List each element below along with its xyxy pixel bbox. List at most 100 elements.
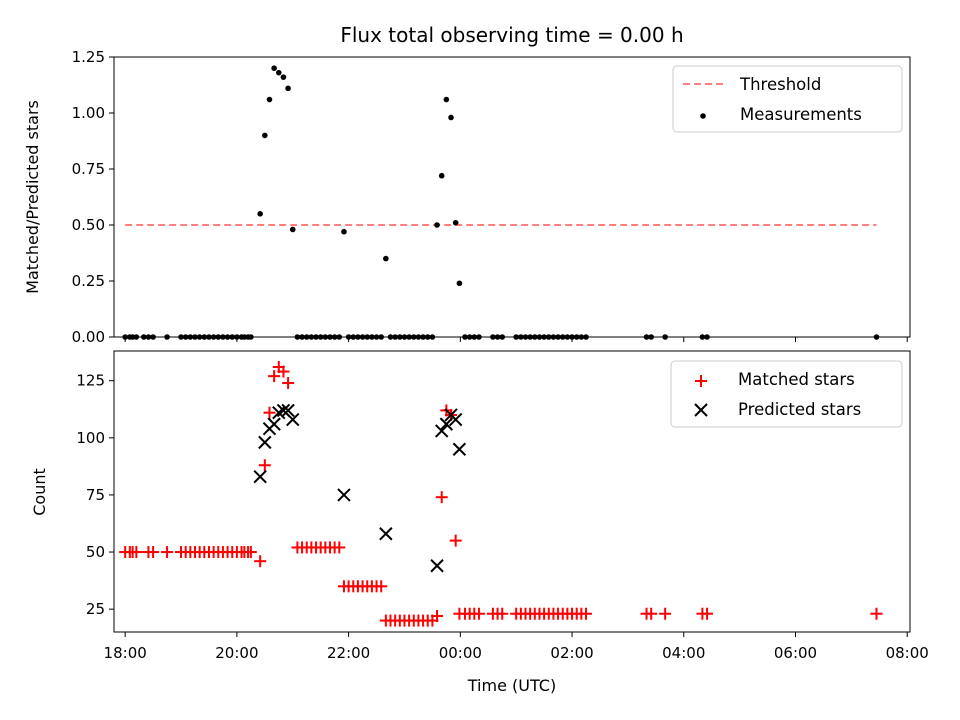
predicted-star-d2 [452,442,467,456]
predicted-star-point [435,424,449,438]
measurement-point [289,226,296,233]
matched-star-point [870,607,883,620]
measurement-point [434,222,440,228]
matched-star-point [130,546,143,559]
predicted-star-point [439,417,454,431]
matched-star-point [282,376,295,389]
legend-measurements-label: Measurements [740,105,862,124]
y-tick-label: 75 [86,486,105,504]
predicted-star-d2 [258,435,272,450]
top-axes-frame [113,56,911,338]
predicted-star-d2 [276,403,291,418]
predicted-star-d2 [337,488,351,502]
legend-measurements-swatch [700,113,706,119]
x-tick-label: 02:00 [550,644,593,662]
predicted-star-d2 [439,417,454,431]
matched-star-point [147,546,160,559]
predicted-star-point [281,403,295,418]
legend-predicted-swatch [694,403,708,417]
measurement-point [285,85,291,92]
bottom-panel: 25 50 75 100 125 18:00 20:00 22:00 00:00 02:00 04… [30,350,929,695]
predicted-star-d2 [430,559,444,573]
x-tick-label: 06:00 [774,644,817,662]
top-y-ticks: 0.00 0.25 0.50 0.75 1.00 1.25 [72,48,114,346]
predicted-star-d2 [253,469,267,484]
measurement-point [452,219,459,226]
bottom-y-ticks: 25 50 75 100 125 [76,372,114,618]
x-axis-label: Time (UTC) [467,676,556,695]
x-tick-label: 04:00 [662,644,705,662]
measurement-point [266,96,273,103]
measurement-point [271,65,277,71]
y-tick-label: 0.00 [72,328,105,346]
matched-star-point [254,555,267,568]
y-tick-label: 125 [76,372,105,390]
matched-star-point [431,610,444,623]
predicted-star-point [258,435,272,450]
x-tick-label: 18:00 [104,644,147,662]
y-tick-label: 1.00 [72,104,105,122]
matched-star-point [496,607,509,620]
measurement-point [341,228,347,235]
matched-star-point [333,541,346,554]
x-tick-label: 22:00 [327,644,370,662]
x-tick-label: 20:00 [215,644,258,662]
y-tick-label: 100 [76,429,105,447]
matched-star-point [472,607,485,620]
y-tick-label: 0.25 [72,272,105,290]
y-tick-label: 0.75 [72,160,105,178]
predicted-star-point [267,417,281,431]
bottom-legend-box [670,360,903,428]
top-x-ticks [124,337,908,342]
top-legend-box [672,65,903,133]
predicted-star-point [452,442,467,456]
y-tick-label: 0.50 [72,216,105,234]
predicted-star-d2 [379,527,393,541]
matched-star-point [645,607,658,620]
measurement-point [438,172,445,179]
predicted-star-d2 [286,412,300,427]
bottom-axes-frame [113,350,911,633]
x-tick-label: 08:00 [886,644,929,662]
top-legend: Threshold Measurements [672,65,903,133]
matched-star-point [244,546,257,559]
measurement-point [443,96,450,103]
matched-star-point [268,370,281,383]
bottom-legend: Matched stars Predicted stars [670,360,903,428]
matched-star-point [258,459,271,472]
bottom-marks [119,360,883,627]
measurement-point [448,114,454,121]
matched-star-point [449,534,462,547]
legend-matched-label: Matched stars [738,370,855,389]
predicted-star-point [253,469,267,484]
legend-threshold-label: Threshold [739,75,821,94]
predicted-star-d2 [435,424,449,438]
bottom-y-axis-label: Count [30,468,49,516]
matched-star-point [580,607,593,620]
predicted-star-point [379,527,393,541]
x-tick-label: 00:00 [439,644,482,662]
top-panel: 0.00 0.25 0.50 0.75 1.00 1.25 Matched/Predict… [23,48,911,346]
matched-star-point [435,491,448,504]
measurement-point [456,280,463,287]
y-tick-label: 25 [86,600,105,618]
measurement-point [262,132,268,139]
y-tick-label: 50 [86,543,105,561]
legend-matched-swatch [695,375,707,387]
top-y-axis-label: Matched/Predicted stars [23,100,42,294]
predicted-star-d2 [281,403,295,418]
bottom-x-ticks: 18:00 20:00 22:00 00:00 02:00 04:00 06:00 08:00 [104,632,929,662]
matched-star-point [263,406,276,419]
measurement-point [383,255,389,262]
predicted-star-point [286,412,300,427]
predicted-star-d2 [448,412,463,427]
measurement-point [257,211,263,217]
y-tick-label: 1.25 [72,48,105,66]
matched-star-point [701,607,714,620]
measurement-point [275,69,282,76]
matched-star-point [277,365,290,378]
predicted-star-point [448,412,463,427]
measurement-point [280,74,287,80]
matched-star-point [375,580,388,593]
